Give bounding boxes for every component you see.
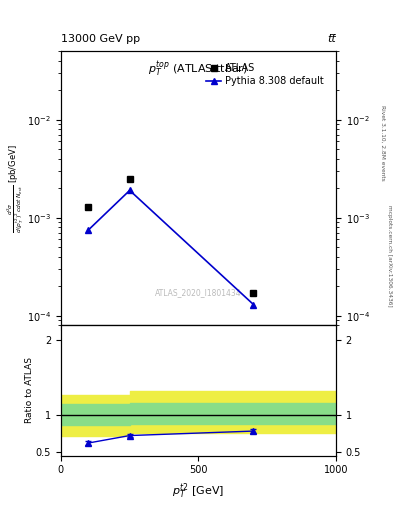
Line: ATLAS: ATLAS — [85, 175, 257, 296]
Line: Pythia 8.308 default: Pythia 8.308 default — [85, 187, 257, 308]
X-axis label: $p_T^{t2}$ [GeV]: $p_T^{t2}$ [GeV] — [172, 481, 225, 501]
Legend: ATLAS, Pythia 8.308 default: ATLAS, Pythia 8.308 default — [204, 61, 326, 88]
Text: mcplots.cern.ch [arXiv:1306.3436]: mcplots.cern.ch [arXiv:1306.3436] — [387, 205, 391, 307]
ATLAS — [86, 203, 91, 209]
Y-axis label: Ratio to ATLAS: Ratio to ATLAS — [26, 357, 35, 423]
ATLAS — [251, 290, 256, 296]
Text: Rivet 3.1.10, 2.8M events: Rivet 3.1.10, 2.8M events — [381, 105, 386, 181]
Y-axis label: $\frac{d^2\sigma}{d\,(p_T^{t2})^2\,cdot\,N_{evt}}$ [pb/GeV]: $\frac{d^2\sigma}{d\,(p_T^{t2})^2\,cdot\… — [6, 144, 26, 232]
Text: ATLAS_2020_I1801434: ATLAS_2020_I1801434 — [155, 288, 242, 297]
Text: 13000 GeV pp: 13000 GeV pp — [61, 33, 140, 44]
Pythia 8.308 default — [251, 302, 256, 308]
ATLAS — [127, 176, 132, 182]
Pythia 8.308 default — [127, 187, 132, 194]
Pythia 8.308 default — [86, 227, 91, 233]
Text: $p_T^{top}$ (ATLAS ttbar): $p_T^{top}$ (ATLAS ttbar) — [149, 59, 248, 79]
Text: tt̅: tt̅ — [327, 33, 336, 44]
